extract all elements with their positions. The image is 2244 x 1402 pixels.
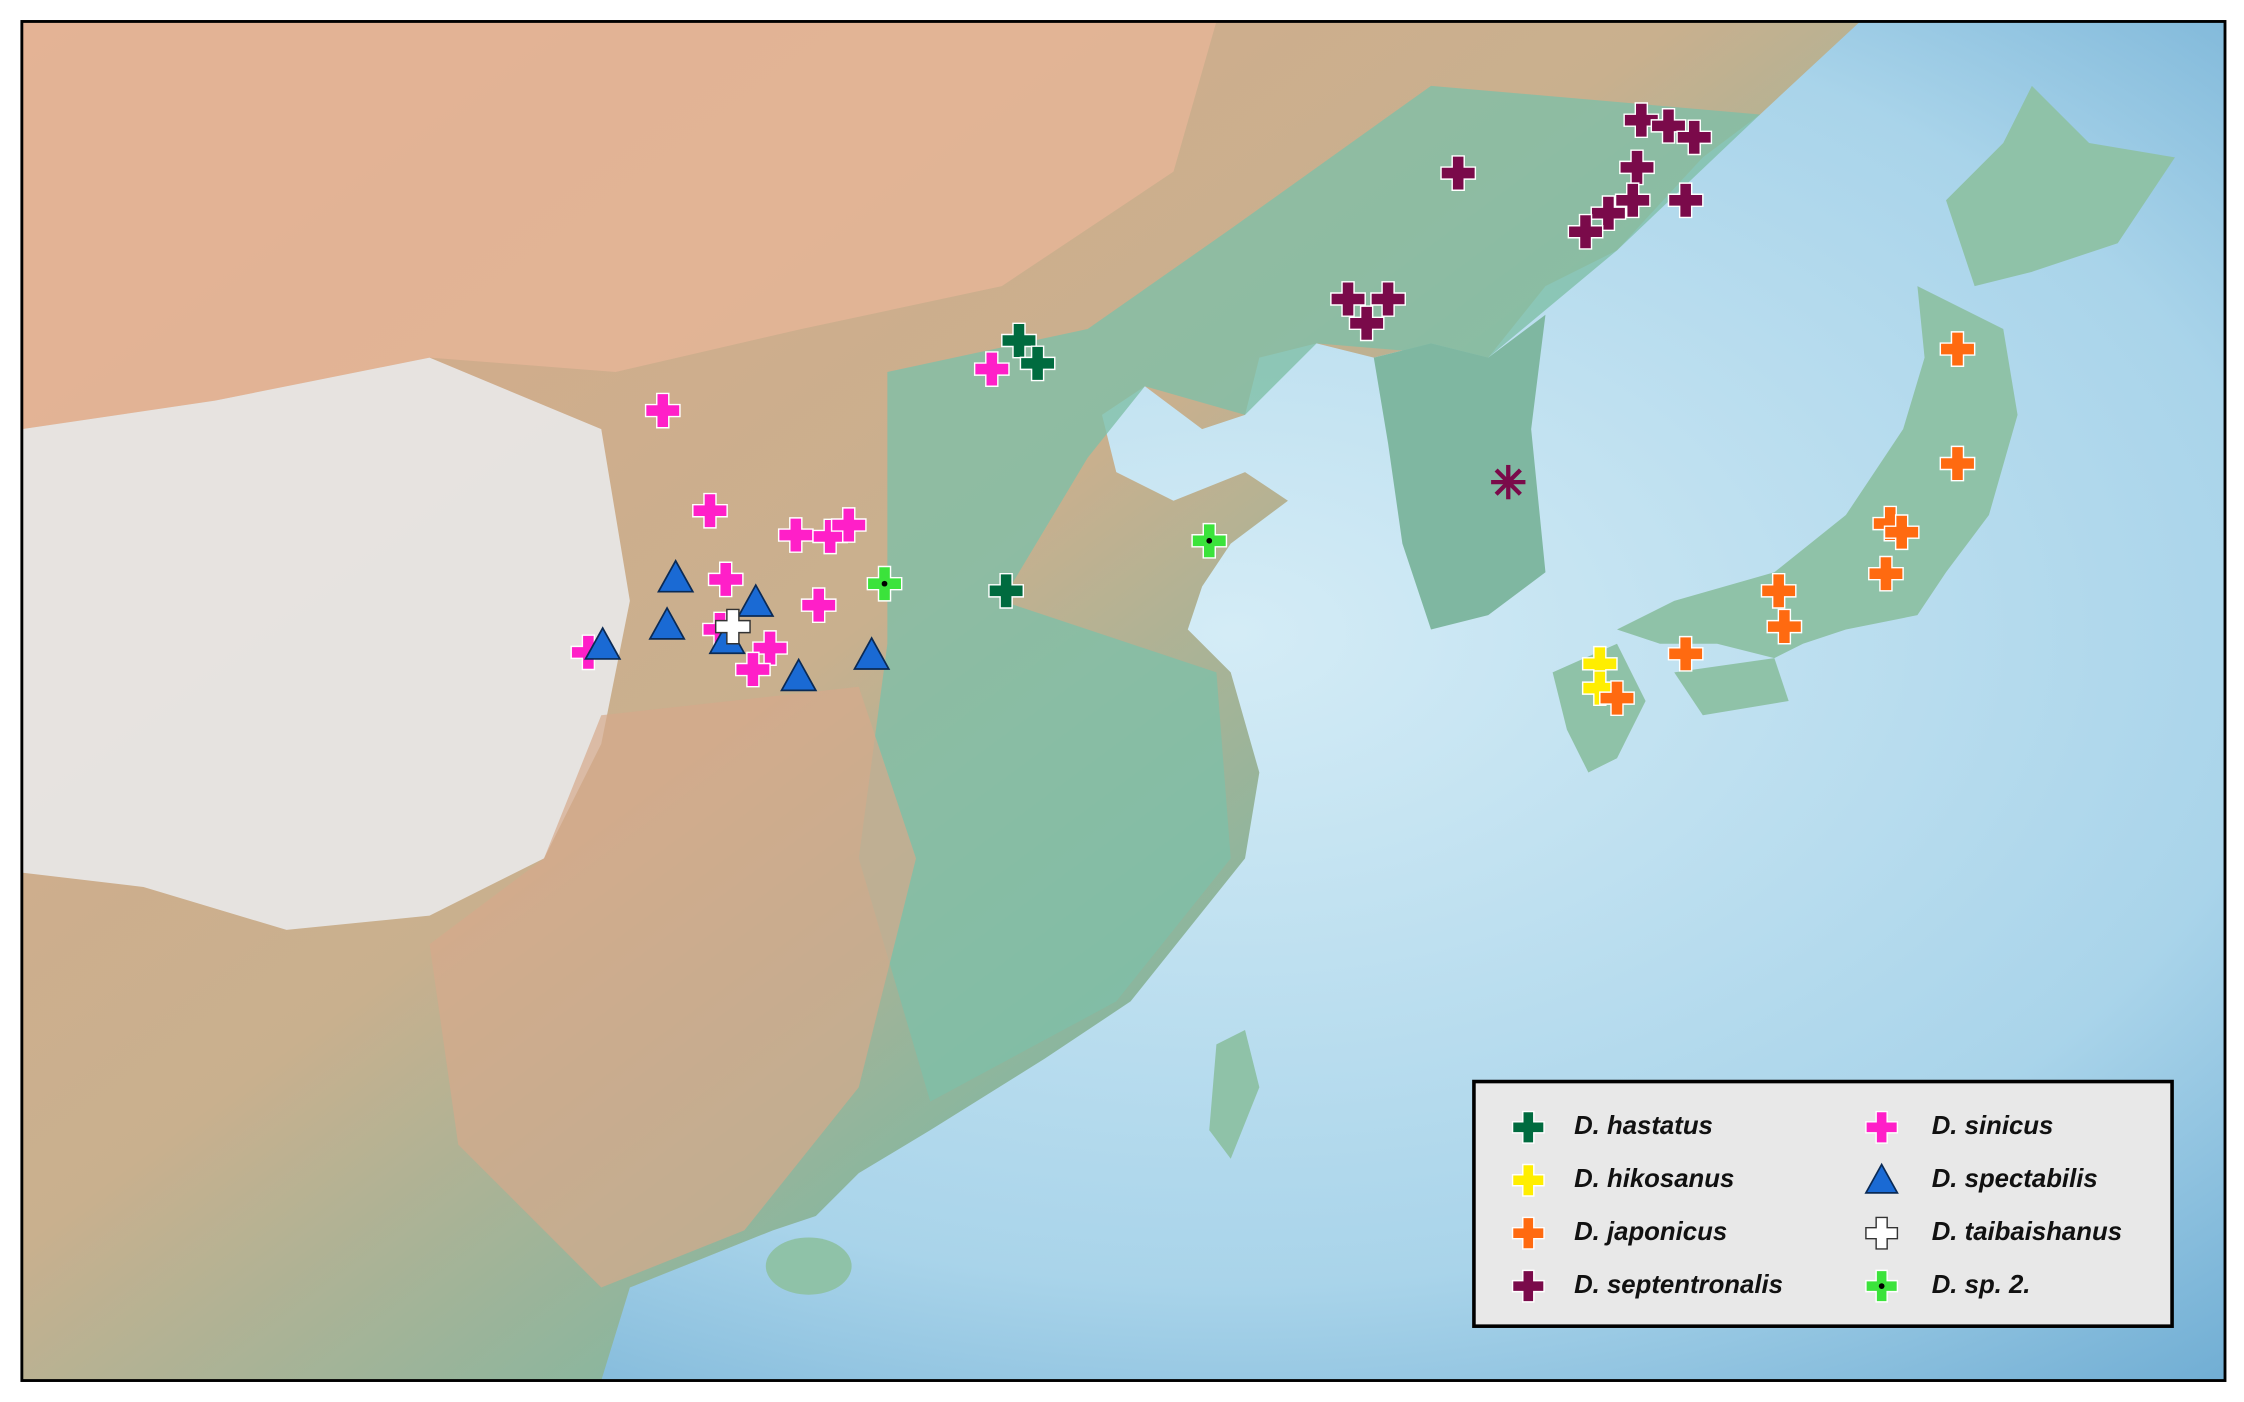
cross-marker <box>1370 281 1406 317</box>
cross-marker <box>644 392 681 429</box>
cross-marker <box>1865 1110 1899 1144</box>
basemap <box>21 21 2226 1381</box>
legend-label: D. hastatus <box>1574 1112 1713 1140</box>
cross-marker <box>1511 1110 1545 1144</box>
cross-marker <box>1614 182 1651 219</box>
cross-marker <box>707 561 744 598</box>
cross-marker <box>1667 635 1704 672</box>
cross-marker <box>1883 514 1920 551</box>
legend-label: D. spectabilis <box>1932 1165 2098 1193</box>
cross-marker <box>1511 1216 1545 1250</box>
map-frame <box>20 20 2227 1382</box>
cross-marker <box>1766 608 1803 645</box>
cross-marker <box>1511 1163 1545 1197</box>
marker-dot <box>1878 1283 1885 1289</box>
legend-label: D. sp. 2. <box>1932 1271 2031 1299</box>
legend-label: D. sinicus <box>1932 1112 2054 1140</box>
cross-marker <box>1623 102 1660 139</box>
legend-label: D. hikosanus <box>1574 1165 1734 1193</box>
cross-marker <box>692 492 728 529</box>
cross-marker <box>1619 149 1655 186</box>
cross-marker <box>1676 119 1713 156</box>
cross-marker <box>1760 572 1797 609</box>
cross-marker <box>988 572 1025 609</box>
triangle-marker <box>657 559 695 593</box>
triangle-marker <box>584 626 622 660</box>
triangle-marker <box>737 583 775 617</box>
cross-marker <box>752 630 788 666</box>
triangle-marker <box>648 606 686 640</box>
cross-marker <box>1330 281 1366 317</box>
cross-marker <box>1348 305 1385 342</box>
cross-marker <box>777 517 814 553</box>
legend-label: D. septentronalis <box>1574 1271 1783 1299</box>
cross-marker <box>1440 155 1477 191</box>
marker-dot <box>881 580 888 587</box>
legend-label: D. japonicus <box>1574 1218 1727 1246</box>
cross-marker <box>1511 1269 1545 1303</box>
cross-marker <box>1019 345 1056 382</box>
triangle-marker <box>853 636 891 670</box>
asterisk-marker <box>1494 468 1522 496</box>
cross-marker <box>1868 555 1904 592</box>
cross-marker <box>1590 195 1627 232</box>
cross-marker <box>830 507 867 543</box>
triangle-marker <box>1864 1162 1899 1194</box>
cross-marker <box>1667 182 1704 219</box>
cross-marker <box>800 587 837 624</box>
cross-marker <box>1865 1216 1899 1250</box>
cross-marker <box>1939 445 1976 482</box>
cross-marker <box>1581 670 1618 707</box>
cross-marker <box>1650 108 1687 144</box>
markers <box>570 102 1976 717</box>
cross-marker <box>973 351 1010 387</box>
triangle-marker <box>780 657 818 692</box>
cross-marker <box>1599 680 1635 717</box>
legend: D. hastatus D. hikosanus D. japonicus D. se… <box>1472 1079 2174 1328</box>
legend-box <box>1472 1079 2174 1328</box>
cross-marker <box>1567 213 1604 250</box>
cross-marker <box>714 608 751 645</box>
cross-marker <box>735 651 771 688</box>
cross-marker <box>1939 331 1976 367</box>
legend-label: D. taibaishanus <box>1932 1218 2122 1246</box>
marker-dot <box>1206 537 1213 544</box>
